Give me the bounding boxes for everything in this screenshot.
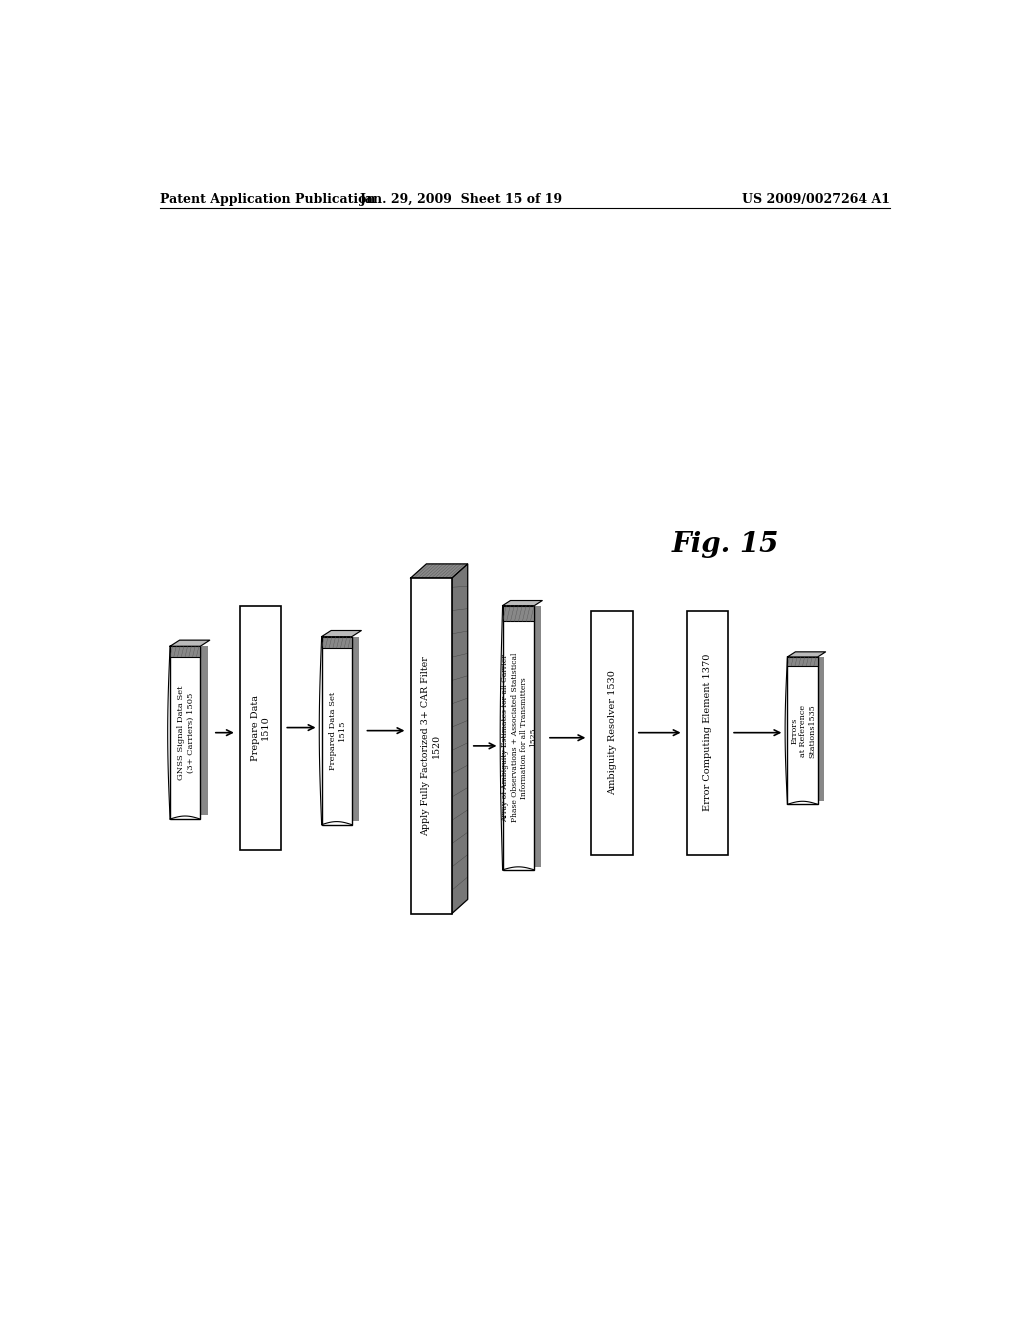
Bar — [240, 606, 282, 850]
Polygon shape — [787, 652, 825, 657]
Text: Jan. 29, 2009  Sheet 15 of 19: Jan. 29, 2009 Sheet 15 of 19 — [359, 193, 563, 206]
Polygon shape — [503, 601, 543, 606]
Bar — [787, 657, 817, 665]
Bar — [201, 647, 208, 816]
Text: Patent Application Publication: Patent Application Publication — [160, 193, 375, 206]
Bar — [170, 647, 201, 818]
Bar — [535, 606, 541, 867]
Polygon shape — [452, 564, 468, 913]
Bar — [411, 578, 452, 913]
Text: Prepared Data Set
1515: Prepared Data Set 1515 — [329, 692, 346, 770]
Bar — [817, 657, 824, 801]
Bar — [592, 611, 633, 854]
Polygon shape — [170, 640, 210, 647]
Bar — [352, 636, 359, 821]
Text: Prepare Data
1510: Prepare Data 1510 — [251, 694, 270, 760]
Polygon shape — [322, 631, 361, 636]
Bar — [503, 606, 535, 622]
Text: Errors
at Reference
Stations1535: Errors at Reference Stations1535 — [791, 704, 816, 758]
Text: GNSS Signal Data Set
(3+ Carriers) 1505: GNSS Signal Data Set (3+ Carriers) 1505 — [177, 685, 195, 780]
Text: US 2009/0027264 A1: US 2009/0027264 A1 — [741, 193, 890, 206]
Text: Error Computing Element 1370: Error Computing Element 1370 — [702, 653, 712, 812]
Bar — [170, 647, 201, 656]
Bar — [503, 606, 535, 870]
Bar — [687, 611, 728, 854]
Text: Array of Ambiguity Estimates for all Carrier
Phase Observations + Associated Sta: Array of Ambiguity Estimates for all Car… — [502, 653, 537, 822]
Bar — [322, 636, 352, 825]
Polygon shape — [411, 564, 468, 578]
Bar — [787, 657, 817, 804]
Text: Fig. 15: Fig. 15 — [672, 531, 779, 558]
Text: Ambiguity Resolver 1530: Ambiguity Resolver 1530 — [607, 671, 616, 795]
Text: Apply Fully Factorized 3+ CAR Filter
1520: Apply Fully Factorized 3+ CAR Filter 152… — [422, 656, 441, 836]
Bar — [322, 636, 352, 648]
